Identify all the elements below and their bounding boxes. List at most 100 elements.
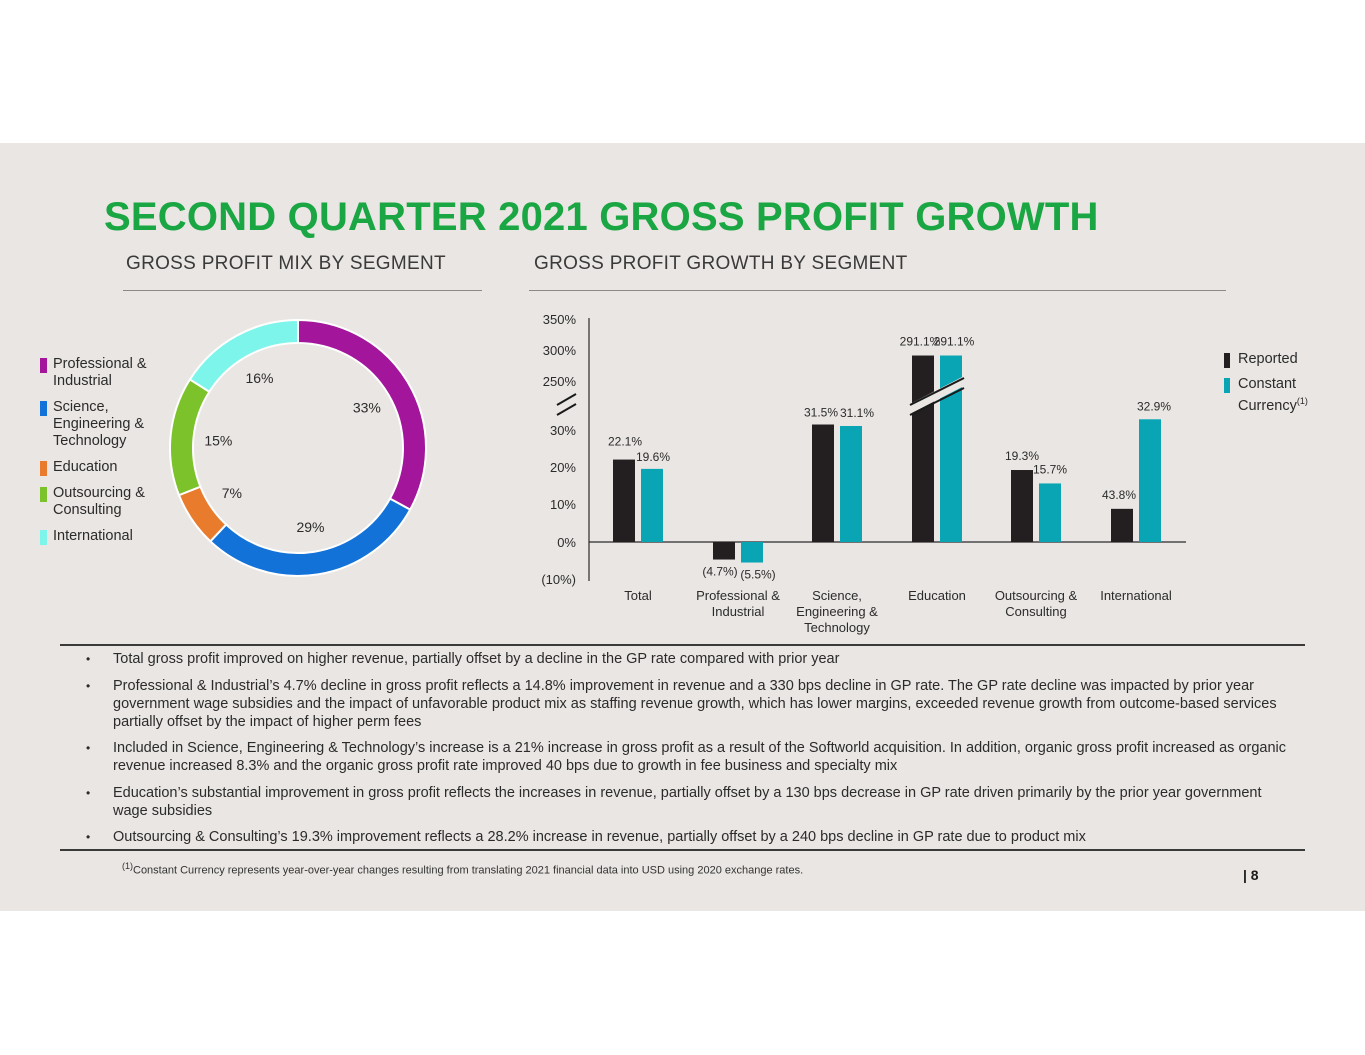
bar-constant-currency [1039,483,1061,542]
gross-profit-mix-heading: GROSS PROFIT MIX BY SEGMENT [126,253,446,274]
legend-swatch [40,401,47,416]
bullet-item: • Outsourcing & Consulting’s 19.3% improv… [86,828,1286,846]
bar-break-mark [909,387,965,416]
legend-swatch-reported [1224,353,1230,368]
bar-reported [1011,470,1033,542]
bar-data-label: (4.7%) [702,565,737,579]
legend-swatch-constant-currency [1224,378,1230,393]
bar-data-label: 22.1% [608,435,642,449]
bar-constant-currency [840,425,862,542]
x-category-label: Industrial [712,604,765,619]
bar-reported [812,424,834,542]
x-category-label: Education [908,588,966,603]
bar-reported [613,459,635,542]
y-tick-label: 300% [543,343,577,358]
growth-legend: Reported Constant Currency(1) [1224,351,1364,423]
donut-slice-label: 33% [353,399,381,415]
legend-item: Professional & Industrial [40,356,180,390]
axis-break-mark [556,393,577,406]
bar-constant-currency [1139,419,1161,542]
legend-item: Science, Engineering & Technology [40,399,180,450]
bullets-top-rule [60,644,1305,646]
donut-slice-label: 29% [296,519,324,535]
legend-swatch [40,358,47,373]
bullet-text: Education’s substantial improvement in g… [113,784,1262,819]
legend-label: Education [53,459,118,475]
x-category-label: Engineering & [796,604,878,619]
bullet-item: • Included in Science, Engineering & Tech… [86,739,1286,775]
donut-slice-label: 15% [204,432,232,448]
legend-swatch [40,487,47,502]
bar-data-label: 291.1% [900,335,941,349]
legend-label: Science, Engineering & Technology [53,399,145,449]
bullet-item: • Professional & Industrial’s 4.7% declin… [86,677,1286,731]
bar-data-label: 15.7% [1033,462,1067,476]
bullet-text: Included in Science, Engineering & Techn… [113,740,1287,774]
legend-label: International [53,528,133,544]
bullet-text: Professional & Industrial’s 4.7% decline… [113,677,1277,730]
bar-data-label: 31.1% [840,406,874,420]
bar-reported [713,542,735,560]
gross-profit-growth-heading: GROSS PROFIT GROWTH BY SEGMENT [534,253,908,274]
bullet-dot: • [86,652,91,666]
bar-data-label: (5.5%) [740,568,775,582]
legend-swatch [40,461,47,476]
legend-label-constant-currency: Constant Currency [1238,376,1297,414]
legend-label: Outsourcing & Consulting [53,485,145,518]
y-tick-label: 30% [550,423,576,438]
donut-slice-label: 16% [245,370,273,386]
bullet-dot: • [86,830,91,844]
page-title: SECOND QUARTER 2021 GROSS PROFIT GROWTH [104,195,1099,239]
legend-label-reported: Reported [1238,351,1298,367]
mix-legend: Professional & Industrial Science, Engine… [40,356,180,554]
bar-data-label: 43.8% [1102,488,1136,502]
legend-item-constant-currency: Constant Currency(1) [1224,376,1318,415]
bar-data-label: 32.9% [1137,399,1171,413]
x-category-label: Total [624,588,652,603]
commentary-bullets: • Total gross profit improved on higher r… [86,650,1286,855]
footnote: (1)Constant Currency represents year-ove… [122,861,803,877]
footnote-text: Currency represents year-over-year chang… [177,864,804,877]
donut-slice [188,318,299,394]
bullets-bottom-rule [60,849,1305,851]
legend-item: Education [40,459,180,476]
gross-profit-mix-donut: 33% 29% 7% 15% 16% [169,318,427,577]
right-heading-rule [529,290,1226,291]
bar-constant-currency [741,542,763,563]
bullet-dot: • [86,785,91,800]
bar-data-label: 291.1% [934,335,975,349]
bar-data-label: 19.3% [1005,449,1039,463]
bar-constant-currency [940,355,962,542]
legend-item: Outsourcing & Consulting [40,485,180,519]
legend-item-reported: Reported [1224,351,1364,368]
y-tick-label: (10%) [541,572,576,587]
bar-break-mark [909,377,965,406]
y-tick-label: 20% [550,460,576,475]
bar-constant-currency [641,468,663,542]
x-category-label: Consulting [1005,604,1066,619]
x-category-label: International [1100,588,1172,603]
x-category-label: Science, [812,588,862,603]
bullet-text: Outsourcing & Consulting’s 19.3% improve… [113,829,1086,845]
y-tick-label: 250% [543,374,577,389]
bullet-text: Total gross profit improved on higher re… [113,651,840,667]
page-number: | 8 [1243,867,1259,883]
x-category-label: Outsourcing & [995,588,1078,603]
legend-label: Professional & Industrial [53,356,147,389]
x-category-label: Technology [804,620,870,635]
bar-data-label: 19.6% [636,450,670,464]
legend-item: International [40,528,180,545]
footnote-marker: (1) [122,861,133,871]
y-tick-label: 350% [543,312,577,327]
bullet-dot: • [86,678,91,693]
y-tick-label: 0% [557,535,576,550]
legend-swatch [40,530,47,545]
y-tick-label: 10% [550,497,576,512]
axis-break-mark [556,403,577,416]
legend-superscript: (1) [1296,396,1308,406]
bullet-dot: • [86,741,91,755]
bar-reported [912,355,934,542]
gross-profit-growth-bar-chart: 350% 300% 250% 30% 20% 10% 0% (10%) 22.1%19.6% To… [541,312,1186,635]
bullet-item: • Total gross profit improved on higher r… [86,650,1286,668]
bullet-item: • Education’s substantial improvement in … [86,784,1286,820]
